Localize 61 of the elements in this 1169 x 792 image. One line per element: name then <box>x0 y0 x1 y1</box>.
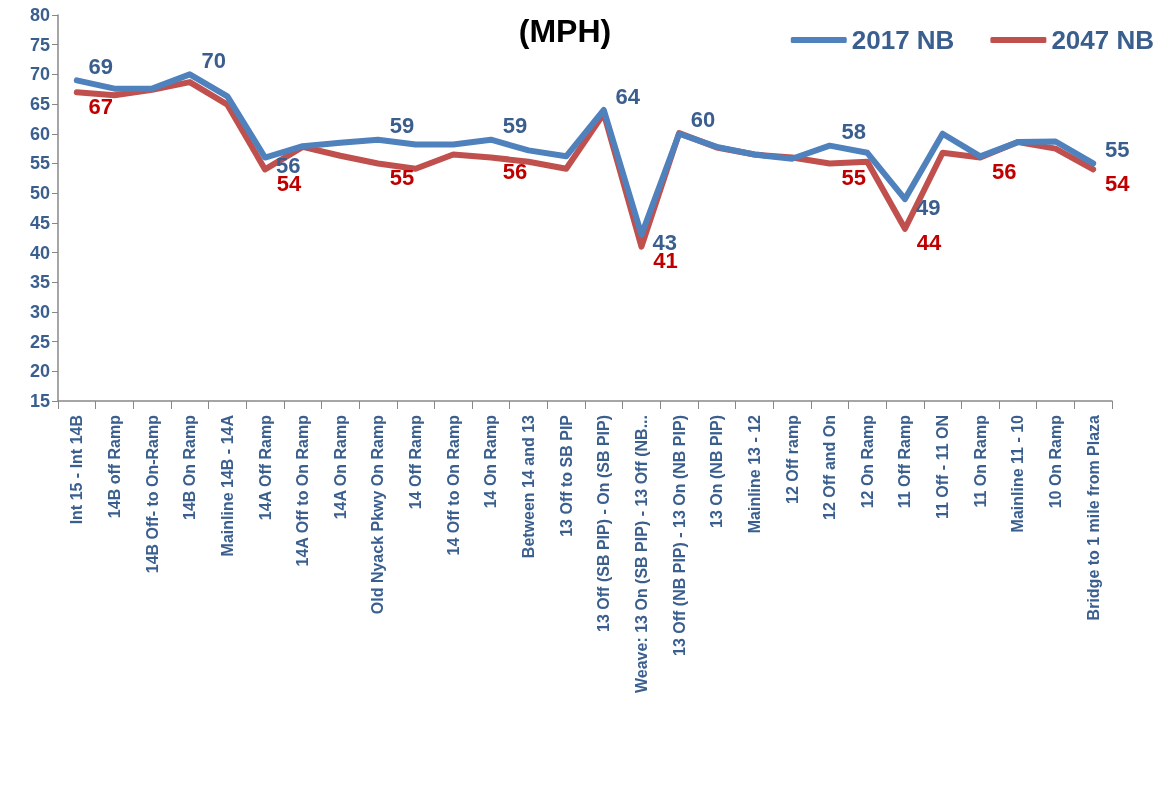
data-label: 56 <box>502 159 528 185</box>
chart-title: (MPH) <box>518 13 612 49</box>
y-tick-label: 75 <box>29 34 50 55</box>
x-tick-label: Old Nyack Pkwy On Ramp <box>369 414 387 615</box>
y-tick-label: 50 <box>29 183 50 204</box>
x-tick-label: Mainline 13 - 12 <box>745 414 763 534</box>
data-label: 69 <box>88 53 114 79</box>
data-label: 54 <box>1104 170 1131 196</box>
x-tick-label: 14 Off Ramp <box>407 414 425 510</box>
legend-label: 2047 NB <box>1051 25 1155 55</box>
y-tick-label: 25 <box>29 331 50 352</box>
x-tick-label: 14B On Ramp <box>181 414 199 520</box>
x-tick-label: 13 Off to SB PIP <box>557 414 575 537</box>
x-tick-label: Weave: 13 On (SB PIP) - 13 Off (NB... <box>632 415 650 693</box>
y-tick-label: 65 <box>29 94 50 115</box>
data-label: 58 <box>841 119 866 145</box>
x-tick-label: 13 Off (NB PIP) - 13 On (NB PIP) <box>670 415 688 656</box>
data-label: 59 <box>502 113 528 139</box>
y-tick-label: 35 <box>29 272 50 293</box>
y-tick-label: 30 <box>29 301 50 322</box>
x-tick-label: 11 Off - 11 ON <box>934 415 952 520</box>
x-tick-label: Mainline 14B - 14A <box>218 414 236 557</box>
x-tick-label: 13 Off (SB PIP) - On (SB PIP) <box>595 415 613 632</box>
data-label: 64 <box>615 83 641 109</box>
data-label: 49 <box>915 194 941 220</box>
x-tick-label: 12 Off and On <box>821 415 839 520</box>
x-tick-label: Bridge to 1 mile from Plaza <box>1084 414 1102 621</box>
x-tick-label: Mainline 11 - 10 <box>1009 414 1027 533</box>
data-label: 55 <box>389 164 415 190</box>
x-tick-label: Between 14 and 13 <box>520 414 538 559</box>
x-tick-label: 11 Off Ramp <box>896 414 914 509</box>
y-tick-label: 20 <box>29 361 50 382</box>
data-label: 44 <box>916 230 942 256</box>
data-label: 55 <box>841 164 866 190</box>
x-tick-label: 12 On Ramp <box>858 414 876 509</box>
x-tick-label: Int 15 - Int 14B <box>68 415 86 525</box>
x-tick-label: 13 On (NB PIP) <box>708 415 726 528</box>
data-label: 56 <box>992 159 1017 185</box>
y-tick-label: 45 <box>29 212 50 233</box>
x-tick-label: 14 On Ramp <box>482 414 500 509</box>
x-tick-label: 14A Off to On Ramp <box>294 414 312 567</box>
data-label: 70 <box>201 47 226 73</box>
x-tick-label: 14B Off- to On-Ramp <box>143 414 161 574</box>
y-tick-label: 15 <box>29 391 50 411</box>
y-tick-label: 70 <box>29 64 50 85</box>
x-tick-label: 12 Off ramp <box>783 414 801 504</box>
y-tick-label: 55 <box>29 153 50 174</box>
legend-label: 2017 NB <box>851 25 955 55</box>
y-tick-label: 40 <box>29 242 50 263</box>
y-tick-label: 80 <box>29 5 50 25</box>
x-tick-label: 10 On Ramp <box>1047 414 1065 509</box>
y-tick-label: 60 <box>29 123 50 144</box>
data-label: 55 <box>1104 136 1130 162</box>
data-label: 60 <box>690 107 716 133</box>
data-label: 59 <box>389 113 415 139</box>
x-tick-label: 11 On Ramp <box>971 414 989 508</box>
x-tick-label: 14B off Ramp <box>105 414 123 519</box>
x-tick-label: 14A On Ramp <box>331 414 349 520</box>
data-label: 67 <box>88 93 114 119</box>
x-tick-label: 14 Off to On Ramp <box>444 414 462 556</box>
x-tick-label: 14A Off Ramp <box>256 414 274 521</box>
